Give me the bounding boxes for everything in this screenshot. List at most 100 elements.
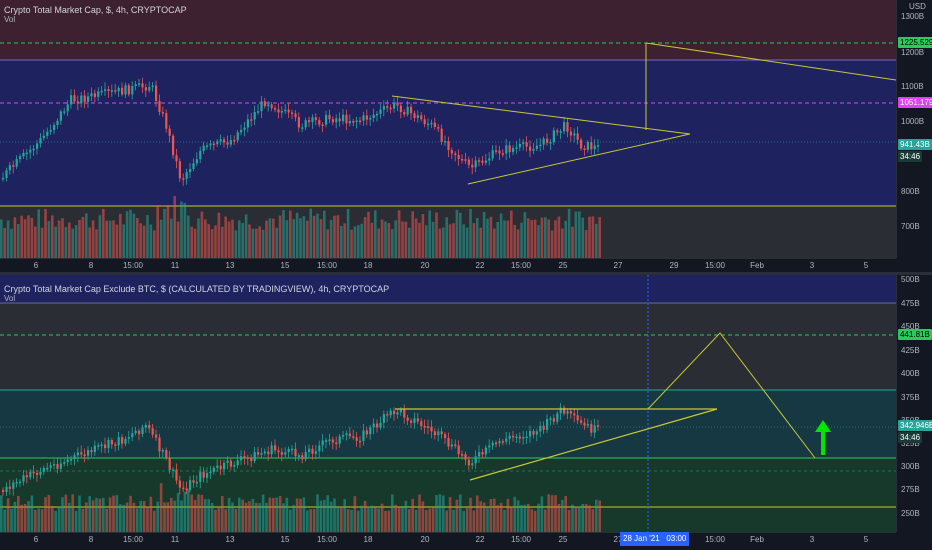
candle-body [532, 430, 535, 435]
candle-body [457, 154, 460, 159]
volume-bar [353, 496, 357, 532]
candle-body [294, 113, 297, 118]
time-label: 15 [280, 535, 290, 544]
volume-bar [486, 507, 489, 532]
candle-body [80, 95, 83, 104]
volume-bar [374, 507, 377, 532]
bottom-plot-area[interactable]: Crypto Total Market Cap Exclude BTC, $ (… [0, 275, 896, 532]
candle-body [195, 481, 198, 484]
candle-body [335, 442, 338, 445]
volume-bar [149, 224, 153, 258]
candle-body [36, 472, 39, 475]
candle-body [461, 158, 464, 161]
candle-body [573, 413, 576, 416]
volume-bar [149, 496, 153, 532]
candle-body [359, 440, 362, 443]
volume-bar [214, 509, 217, 532]
volume-bar [533, 219, 537, 258]
volume-bar [394, 504, 397, 532]
candle-body [226, 142, 229, 145]
volume-bar [350, 229, 353, 258]
volume-bar [37, 209, 40, 258]
volume-bar [238, 220, 241, 258]
volume-bar [540, 496, 544, 532]
top-plot-area[interactable]: Crypto Total Market Cap, $, 4h, CRYPTOCA… [0, 0, 896, 258]
bottom-volume-label: Vol [4, 294, 16, 303]
bottom-time-axis[interactable]: 6815:0011131515:0018202215:0025272915:00… [0, 532, 896, 547]
volume-bar [462, 511, 465, 532]
last-price-tag: 941.43B [898, 139, 932, 150]
volume-bar [571, 504, 574, 532]
candle-body [240, 129, 243, 133]
candle-body [22, 152, 25, 157]
volume-bar [30, 217, 34, 258]
candle-body [267, 451, 270, 455]
candle-body [240, 456, 243, 461]
volume-bar [234, 508, 238, 532]
volume-bar [377, 228, 380, 258]
candle-body [420, 115, 423, 120]
price-label: 400B [901, 369, 920, 378]
candle-body [403, 112, 406, 115]
candle-body [372, 114, 375, 118]
candle-body [447, 437, 450, 447]
volume-bar [13, 501, 17, 532]
candle-body [161, 112, 164, 114]
candle-body [508, 145, 511, 153]
volume-bar [537, 503, 540, 532]
candle-body [546, 138, 549, 143]
volume-bar [510, 506, 513, 532]
pane-divider[interactable] [0, 272, 932, 275]
time-label: 11 [170, 535, 180, 544]
bottom-chart-pane[interactable]: Crypto Total Market Cap Exclude BTC, $ (… [0, 275, 932, 550]
candle-body [498, 150, 501, 154]
volume-bar [282, 503, 285, 532]
candle-body [522, 437, 525, 439]
last-price-tag: 342.946B [898, 420, 932, 431]
candle-body [597, 425, 600, 427]
top-price-axis[interactable]: USD 1300B 1200B 1100B 1000B 9 800B 700B … [896, 0, 932, 258]
volume-bar [581, 503, 584, 532]
candle-body [488, 445, 491, 448]
top-chart-pane[interactable]: Crypto Total Market Cap, $, 4h, CRYPTOCA… [0, 0, 932, 272]
candle-body [195, 159, 198, 164]
candle-body [321, 124, 324, 126]
volume-bar [479, 227, 482, 258]
candle-body [165, 450, 168, 458]
candle-body [104, 444, 107, 449]
candle-body [311, 448, 314, 454]
volume-bar [251, 228, 255, 258]
volume-bar [197, 494, 200, 532]
bottom-price-axis[interactable]: 500B 475B 450B 425B 400B 375B 350B 325B … [896, 275, 932, 532]
candle-body [121, 87, 124, 95]
candle-body [42, 135, 45, 139]
candle-body [399, 105, 402, 113]
candle-body [457, 445, 460, 455]
volume-bar [411, 498, 414, 532]
volume-bar [295, 212, 299, 258]
volume-bar [248, 501, 251, 532]
candle-body [144, 87, 147, 91]
volume-bar [119, 504, 122, 532]
candle-body [12, 165, 15, 167]
volume-bar [370, 505, 374, 532]
volume-bar [278, 495, 282, 532]
candle-body [563, 122, 566, 132]
triangle-lower-trendline [467, 133, 691, 185]
volume-bar [499, 502, 503, 532]
candle-body [406, 106, 409, 115]
candle-body [376, 113, 379, 116]
volume-bar [258, 503, 261, 532]
volume-bar [6, 498, 10, 532]
candle-body [529, 430, 532, 437]
candle-body [505, 438, 508, 442]
candle-body [280, 452, 283, 455]
candle-body [114, 90, 117, 92]
volume-bar [544, 217, 547, 258]
candle-body [155, 85, 158, 101]
time-label: 18 [363, 535, 373, 544]
volume-bar [469, 497, 472, 532]
top-time-axis[interactable]: 6 8 15:00 11 13 15 15:00 18 20 22 15:00 25 27 29 15:00… [0, 258, 896, 273]
volume-bar [105, 220, 108, 258]
volume-bar [455, 499, 459, 532]
